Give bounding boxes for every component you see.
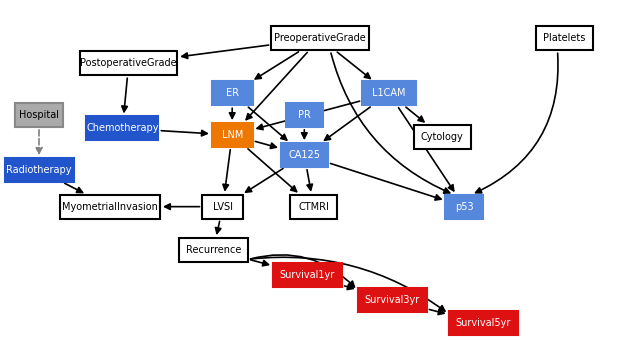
Text: Recurrence: Recurrence [186, 245, 241, 255]
Text: p53: p53 [455, 202, 474, 212]
Text: Survival5yr: Survival5yr [456, 318, 511, 328]
FancyBboxPatch shape [212, 123, 253, 147]
Text: ER: ER [226, 88, 239, 98]
FancyBboxPatch shape [271, 27, 369, 50]
Text: Cytology: Cytology [421, 132, 463, 142]
FancyBboxPatch shape [60, 195, 160, 219]
FancyBboxPatch shape [212, 81, 253, 105]
Text: LNM: LNM [221, 130, 243, 140]
Text: PR: PR [298, 110, 311, 120]
FancyBboxPatch shape [445, 195, 483, 219]
FancyBboxPatch shape [273, 263, 342, 287]
FancyBboxPatch shape [86, 116, 159, 140]
Text: CTMRI: CTMRI [298, 202, 329, 212]
Text: Radiotherapy: Radiotherapy [6, 165, 72, 175]
Text: Survival1yr: Survival1yr [280, 270, 335, 280]
Text: Chemotherapy: Chemotherapy [86, 123, 159, 133]
Text: PreoperativeGrade: PreoperativeGrade [274, 33, 366, 44]
FancyBboxPatch shape [15, 103, 63, 127]
Text: Platelets: Platelets [543, 33, 586, 44]
Text: MyometrialInvasion: MyometrialInvasion [62, 202, 158, 212]
FancyBboxPatch shape [4, 158, 74, 182]
FancyBboxPatch shape [414, 125, 470, 149]
FancyBboxPatch shape [536, 27, 593, 50]
Text: PostoperativeGrade: PostoperativeGrade [81, 58, 177, 68]
Text: Hospital: Hospital [19, 110, 59, 120]
FancyBboxPatch shape [358, 288, 427, 312]
FancyBboxPatch shape [362, 81, 415, 105]
FancyBboxPatch shape [285, 103, 323, 127]
FancyBboxPatch shape [80, 51, 177, 75]
FancyBboxPatch shape [202, 195, 243, 219]
Text: LVSI: LVSI [212, 202, 233, 212]
Text: CA125: CA125 [288, 150, 321, 160]
FancyBboxPatch shape [179, 238, 248, 262]
FancyBboxPatch shape [281, 143, 328, 167]
FancyBboxPatch shape [290, 195, 337, 219]
Text: L1CAM: L1CAM [372, 88, 406, 98]
FancyBboxPatch shape [449, 311, 518, 335]
Text: Survival3yr: Survival3yr [365, 295, 420, 305]
